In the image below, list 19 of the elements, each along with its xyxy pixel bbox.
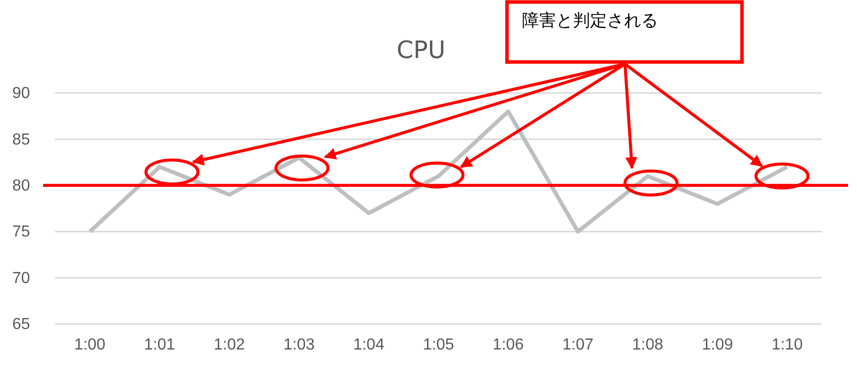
text: 障害と判定される bbox=[522, 11, 658, 31]
y-tick-label: 65 bbox=[12, 316, 30, 334]
x-tick-label: 1:01 bbox=[144, 336, 176, 354]
x-tick-label: 1:08 bbox=[632, 336, 664, 354]
x-tick-label: 1:03 bbox=[283, 336, 315, 354]
y-tick-label: 75 bbox=[12, 224, 30, 241]
x-tick-label: 1:10 bbox=[772, 336, 803, 354]
y-tick-label: 80 bbox=[12, 178, 30, 195]
y-tick-label: 90 bbox=[12, 85, 30, 102]
y-tick-label: 85 bbox=[12, 131, 30, 148]
x-tick-label: 1:09 bbox=[702, 336, 734, 354]
x-tick-label: 1:02 bbox=[214, 336, 245, 354]
chart-title: CPU bbox=[396, 36, 446, 64]
y-tick-label: 70 bbox=[12, 270, 30, 287]
x-tick-label: 1:00 bbox=[74, 336, 106, 354]
x-tick-label: 1:05 bbox=[422, 336, 454, 354]
x-tick-label: 1:07 bbox=[562, 336, 594, 354]
x-tick-label: 1:04 bbox=[353, 336, 384, 354]
x-tick-label: 1:06 bbox=[492, 336, 524, 354]
